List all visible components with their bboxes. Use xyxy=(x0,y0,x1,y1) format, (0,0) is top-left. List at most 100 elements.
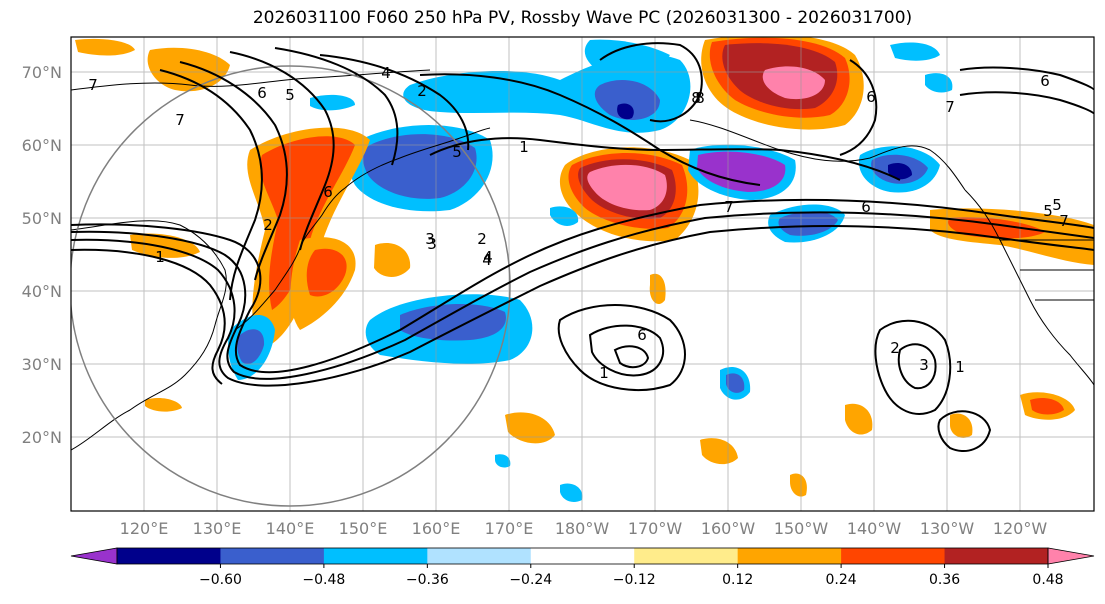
positive-anomaly-region xyxy=(505,412,555,444)
negative-anomaly-region xyxy=(890,42,940,61)
contour-label: 8 xyxy=(695,89,705,107)
pv-contour xyxy=(159,69,263,301)
alaska-coastline xyxy=(689,119,966,191)
pv-contour xyxy=(874,319,952,415)
contour-label: 3 xyxy=(919,356,929,374)
pv-contour xyxy=(229,51,335,251)
colorbar-tick-label: 0.36 xyxy=(929,572,960,588)
contour-label: 4 xyxy=(381,64,391,82)
lon-label: 120°E xyxy=(120,519,169,538)
pv-contour xyxy=(71,248,226,385)
positive-anomaly-region xyxy=(75,38,135,56)
lon-label: 170°E xyxy=(485,519,534,538)
colorbar-segment xyxy=(323,548,428,564)
pv-contours xyxy=(71,42,1094,452)
lat-label: 40°N xyxy=(22,282,62,301)
negative-anomaly-region xyxy=(925,73,953,93)
lat-label: 60°N xyxy=(22,136,62,155)
contour-label: 7 xyxy=(724,198,734,216)
longitude-labels: 120°E 130°E 140°E 150°E 160°E 170°E 180°… xyxy=(120,519,1048,538)
pv-contour xyxy=(937,410,992,452)
contour-label: 7 xyxy=(945,98,955,116)
colorbar-tick-label: 0.48 xyxy=(1032,572,1063,588)
contour-label: 6 xyxy=(257,84,267,102)
pv-contour xyxy=(839,59,878,156)
contour-label: 6 xyxy=(637,326,647,344)
pv-contour xyxy=(959,66,1094,91)
contour-label: 8 xyxy=(691,89,701,107)
colorbar-extend-max xyxy=(1047,547,1095,565)
colorbar: −0.60 −0.48 −0.36 −0.24 −0.12 0.12 0.24 0.36 0.4… xyxy=(70,547,1095,588)
pv-contour xyxy=(613,345,650,369)
contour-label: 5 xyxy=(452,143,462,161)
colorbar-tick-label: −0.48 xyxy=(302,572,345,588)
contour-label: 5 xyxy=(285,86,295,104)
colorbar-segment xyxy=(634,548,739,564)
pv-contour xyxy=(557,304,686,391)
positive-anomaly-region xyxy=(845,403,873,435)
map-frame xyxy=(70,36,1095,512)
positive-anomaly-core xyxy=(587,164,667,211)
lon-label: 130°E xyxy=(193,519,242,538)
positive-anomaly-core xyxy=(306,248,347,297)
pv-contour xyxy=(319,54,470,151)
contour-label: 1 xyxy=(155,248,165,266)
negative-anomaly-region xyxy=(584,39,670,75)
negative-anomaly-core xyxy=(726,373,745,393)
north-america-coastline xyxy=(964,189,1094,386)
colorbar-segment xyxy=(737,548,842,564)
lon-label: 130°W xyxy=(920,519,975,538)
pv-contour xyxy=(274,47,399,166)
contour-label: 7 xyxy=(175,111,185,129)
pv-contour xyxy=(588,324,665,377)
contour-label: 1 xyxy=(519,138,529,156)
contour-label: 4 xyxy=(482,251,492,269)
lon-label: 120°W xyxy=(993,519,1048,538)
contour-label: 6 xyxy=(1040,72,1050,90)
pv-contour xyxy=(71,198,1094,374)
contour-label: 2 xyxy=(477,230,487,248)
positive-anomaly-core xyxy=(762,66,825,100)
lon-label: 160°W xyxy=(701,519,756,538)
positive-anomaly-region xyxy=(790,473,807,497)
colorbar-tick-label: −0.36 xyxy=(406,572,449,588)
positive-anomaly-core xyxy=(948,217,1045,239)
pv-contour xyxy=(419,73,761,186)
colorbar-segment xyxy=(530,548,635,564)
negative-anomaly-core xyxy=(697,151,786,192)
colorbar-frame xyxy=(116,547,1049,565)
negative-anomaly-region xyxy=(310,94,355,111)
colorbar-segment xyxy=(944,548,1049,564)
colorbar-tick-label: −0.24 xyxy=(509,572,552,588)
contour-label: 6 xyxy=(861,198,871,216)
latitude-labels: 70°N 60°N 50°N 40°N 30°N 20°N xyxy=(22,63,62,447)
contour-label: 1 xyxy=(955,358,965,376)
negative-anomaly-core xyxy=(594,80,660,120)
positive-anomaly-core xyxy=(1030,398,1064,415)
positive-anomaly-region xyxy=(145,397,182,412)
lon-label: 170°W xyxy=(628,519,683,538)
colorbar-segment xyxy=(117,548,221,564)
positive-anomaly-region xyxy=(950,413,973,438)
map-title: 2026031100 F060 250 hPa PV, Rossby Wave … xyxy=(252,8,913,28)
contour-label: 7 xyxy=(1059,212,1069,230)
pv-contour xyxy=(897,343,937,390)
colorbar-tick-label: −0.12 xyxy=(613,572,656,588)
colorbar-extend-min xyxy=(70,547,118,565)
contour-label: 2 xyxy=(890,339,900,357)
lon-label: 150°E xyxy=(339,519,388,538)
contour-label: 6 xyxy=(866,88,876,106)
positive-anomaly-core xyxy=(260,136,355,310)
pv-contour xyxy=(599,42,703,123)
pv-anomaly-shading xyxy=(75,37,1094,503)
colorbar-segment xyxy=(841,548,946,564)
lon-label: 150°W xyxy=(774,519,829,538)
lon-label: 140°W xyxy=(847,519,902,538)
graticule xyxy=(71,37,1094,511)
contour-label: 2 xyxy=(263,216,273,234)
asia-coastline xyxy=(71,220,227,451)
negative-anomaly-core xyxy=(362,134,477,199)
negative-anomaly-center xyxy=(617,103,634,120)
